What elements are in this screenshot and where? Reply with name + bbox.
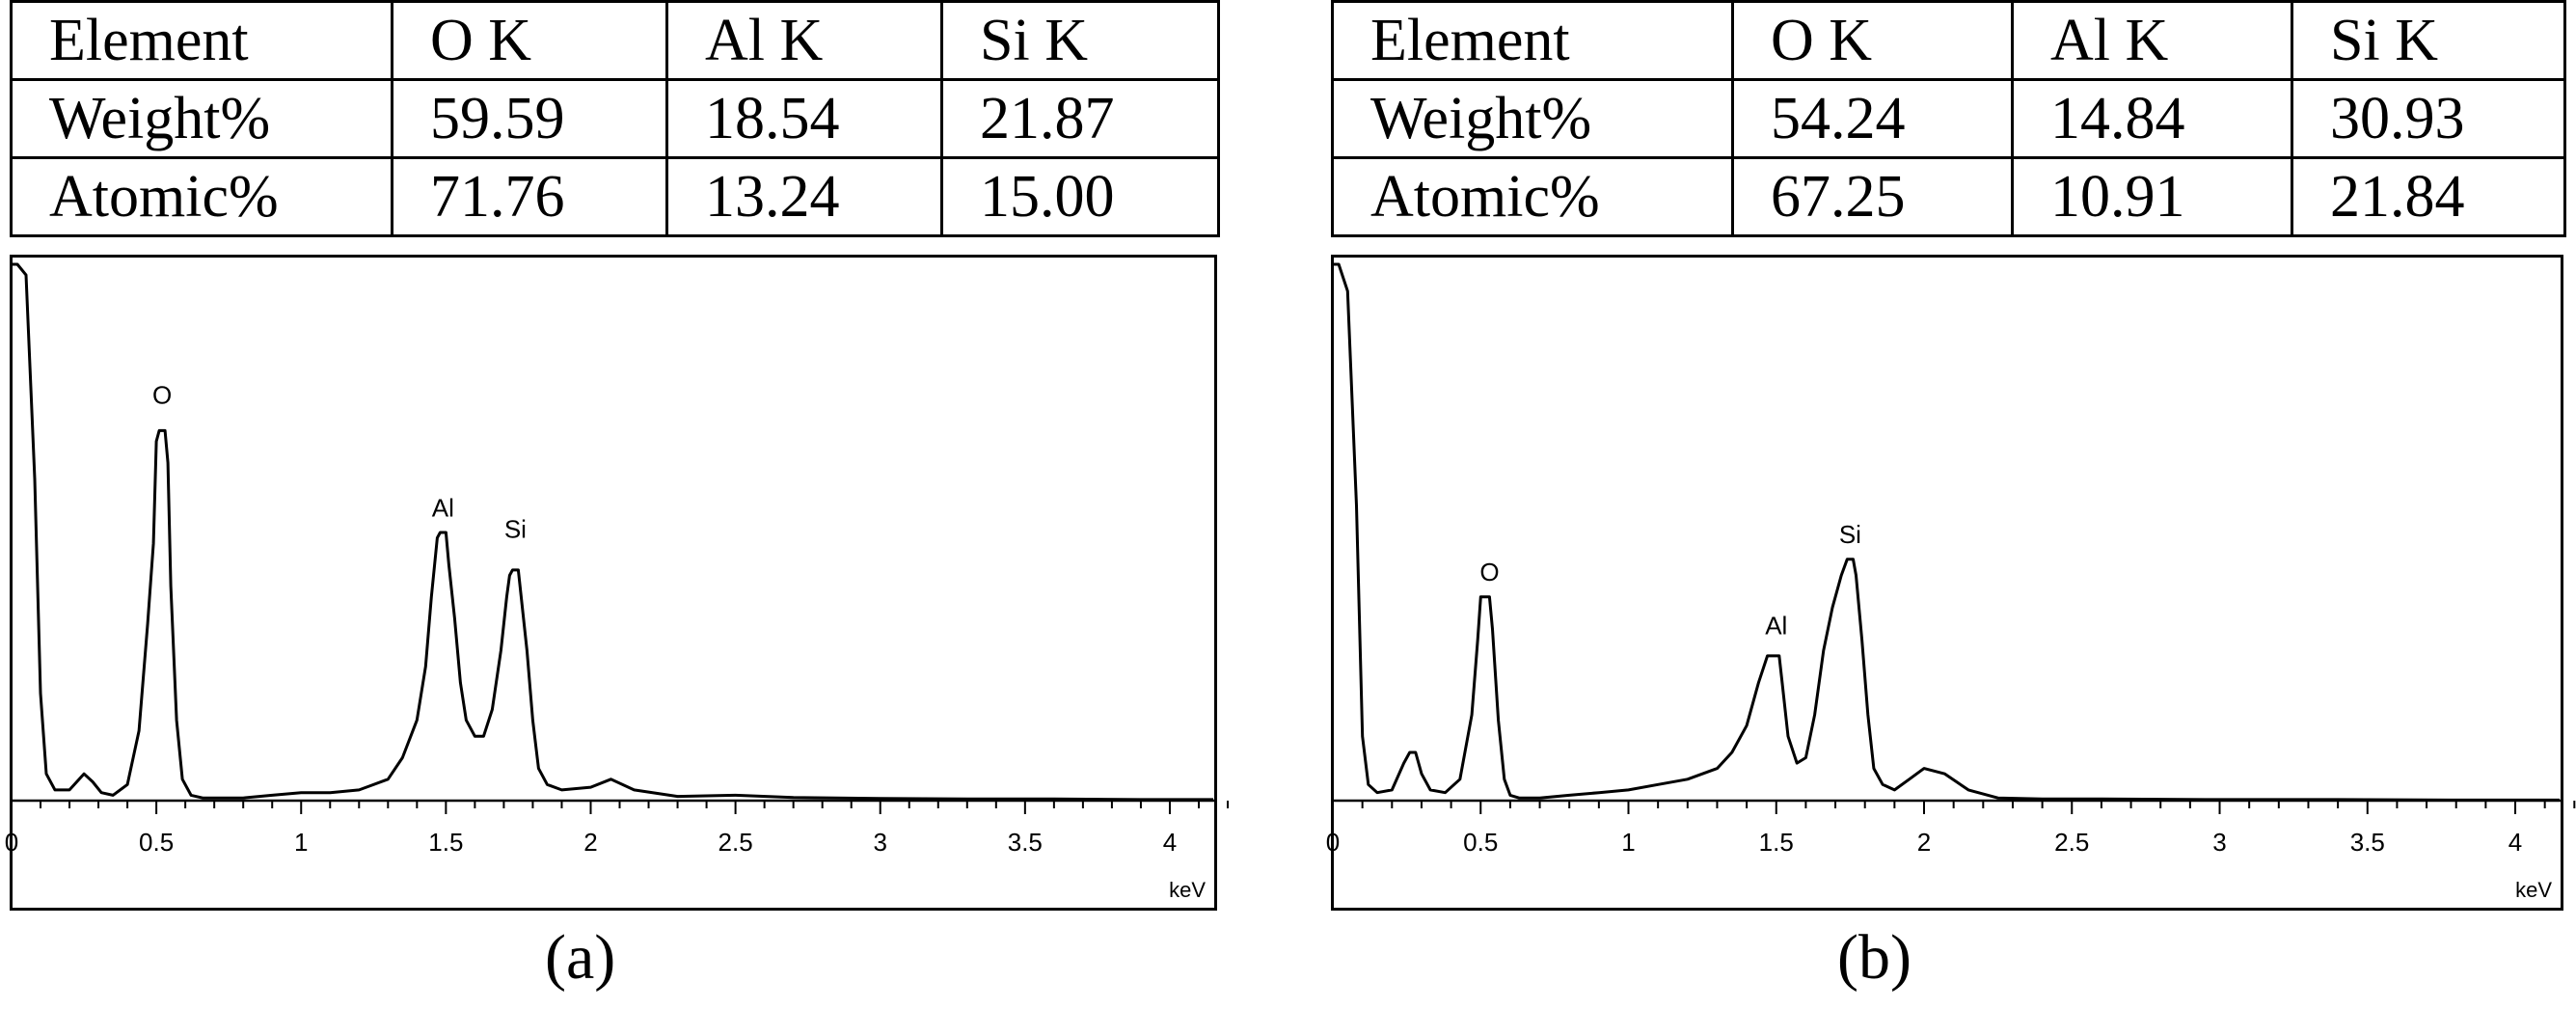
x-tick-label: 4 [1163,828,1177,857]
table-header-row: Element O K Al K Si K [1331,0,2566,81]
table-cell: 30.93 [2291,78,2566,159]
spectrum-line [1333,262,2560,802]
table-cell: 21.87 [940,78,1220,159]
eds-spectrum-b: 0 0.5 1 1.5 2 2.5 3 3.5 4 keV O Al Si [1326,255,2576,911]
x-tick-label: 3.5 [1008,828,1043,857]
table-cell: 21.84 [2291,156,2566,237]
peak-label: Si [504,515,527,544]
table-header-cell: Si K [940,0,1220,81]
table-cell: Weight% [10,78,393,159]
x-tick-label: 0 [1326,828,1340,857]
x-tick-label: 3.5 [2350,828,2385,857]
composition-table-b: Element O K Al K Si K Weight% 54.24 14.8… [1331,0,2566,237]
panel-b: Element O K Al K Si K Weight% 54.24 14.8… [1326,0,2576,911]
x-tick-label: 2 [1917,828,1931,857]
x-tick-label: 3 [873,828,886,857]
table-header-cell: Element [1331,0,1734,81]
caption-a: (a) [545,922,616,993]
x-tick-label: 0 [5,828,18,857]
x-tick-label: 1.5 [428,828,463,857]
table-cell: Atomic% [10,156,393,237]
table-cell: 54.24 [1731,78,2014,159]
table-cell: 18.54 [665,78,943,159]
peak-label: O [1479,558,1499,586]
peak-label: Al [1765,612,1787,641]
x-tick-label: 1.5 [1759,828,1794,857]
table-header-cell: Al K [665,0,943,81]
table-cell: 71.76 [391,156,668,237]
peak-label: Al [432,493,454,522]
table-cell: 14.84 [2011,78,2293,159]
composition-table-a: Element O K Al K Si K Weight% 59.59 18.5… [10,0,1220,237]
table-row: Weight% 54.24 14.84 30.93 [1331,78,2566,159]
peak-label: O [152,381,172,410]
table-cell: 15.00 [940,156,1220,237]
table-row: Atomic% 71.76 13.24 15.00 [10,156,1220,237]
spectrum-line [12,262,1213,802]
x-axis-label: keV [2515,878,2552,902]
x-axis-label: keV [1169,878,1206,902]
table-row: Atomic% 67.25 10.91 21.84 [1331,156,2566,237]
x-tick-label: 4 [2508,828,2522,857]
table-header-cell: Si K [2291,0,2566,81]
table-row: Weight% 59.59 18.54 21.87 [10,78,1220,159]
table-header-cell: Al K [2011,0,2293,81]
table-header-row: Element O K Al K Si K [10,0,1220,81]
eds-spectrum-a: 0 0.5 1 1.5 2 2.5 3 3.5 4 keV O Al Si [5,255,1230,911]
x-tick-label: 2.5 [2054,828,2089,857]
plot-frame [10,255,1217,911]
x-tick-label: 2.5 [719,828,753,857]
table-header-cell: O K [1731,0,2014,81]
table-cell: 13.24 [665,156,943,237]
x-tick-label: 2 [583,828,597,857]
panel-a: Element O K Al K Si K Weight% 59.59 18.5… [5,0,1230,911]
table-cell: Weight% [1331,78,1734,159]
caption-b: (b) [1837,922,1912,993]
table-cell: 67.25 [1731,156,2014,237]
x-tick-label: 0.5 [139,828,174,857]
x-tick-label: 0.5 [1463,828,1498,857]
table-cell: 10.91 [2011,156,2293,237]
table-header-cell: Element [10,0,393,81]
table-header-cell: O K [391,0,668,81]
peak-label: Si [1839,520,1861,549]
plot-frame [1331,255,2563,911]
x-tick-label: 3 [2212,828,2226,857]
table-cell: 59.59 [391,78,668,159]
x-tick-label: 1 [1621,828,1635,857]
table-cell: Atomic% [1331,156,1734,237]
x-tick-label: 1 [294,828,308,857]
